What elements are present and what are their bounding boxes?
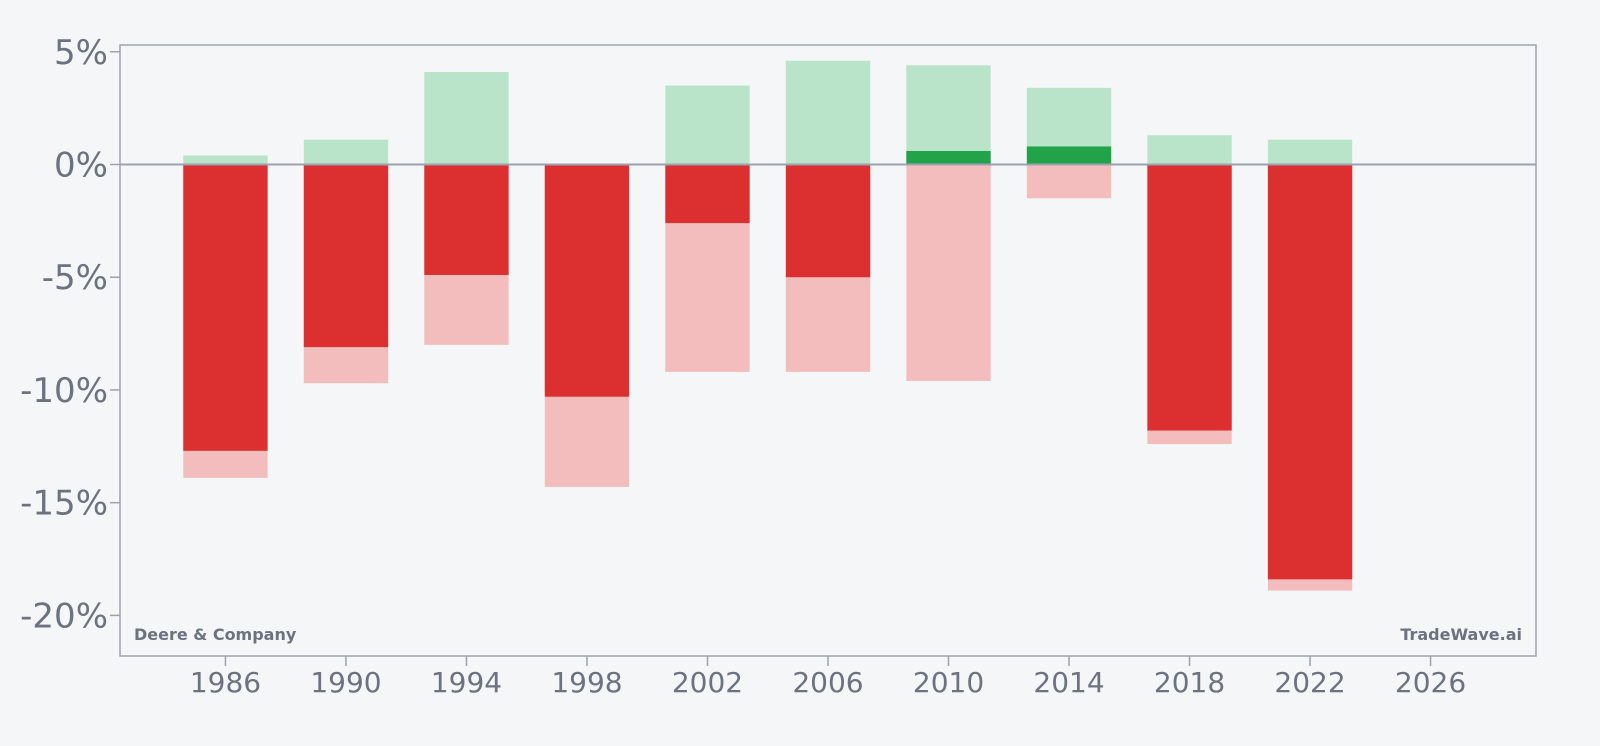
y-axis: 5% 0% -5% -10% -15% -20% [20,33,120,636]
y-tick-label: -20% [20,596,108,636]
bar-group-1998 [544,164,630,487]
bar-2018-upper-range [1147,135,1232,165]
bar-2010-upper-range [906,65,991,165]
bar-2002-upper-range [665,85,750,165]
bar-2018-value [1147,164,1232,431]
bar-group-2022 [1267,139,1353,591]
bar-1990-value [303,164,389,348]
bar-1994-value [424,164,509,275]
bar-2010-value [906,150,991,165]
bar-group-2018 [1147,135,1232,445]
bar-group-1990 [303,139,389,384]
x-tick-label: 1990 [310,666,381,699]
x-tick-label: 1998 [551,666,622,699]
y-tick-label: -5% [42,258,108,298]
x-tick-label: 2022 [1274,666,1345,699]
bar-2002-value [665,164,750,224]
x-tick-label: 2014 [1033,666,1104,699]
bar-group-2006 [785,60,871,372]
bar-2022-upper-range [1267,139,1353,165]
x-tick-label: 2026 [1395,666,1466,699]
bar-2014-value [1026,146,1112,165]
x-axis: 1986 1990 1994 1998 2002 2006 2010 2014 2018 2022… [190,656,1466,699]
y-tick-label: -10% [20,371,108,411]
bar-2010-lower-range [906,164,991,381]
x-tick-label: 2002 [672,666,743,699]
bar-group-2014 [1026,87,1112,199]
company-watermark: Deere & Company [134,625,297,644]
bar-1986-upper-range [183,155,268,165]
bar-group-2010 [906,65,991,381]
bar-group-1986 [183,155,268,478]
bar-2014-lower-range [1026,164,1112,199]
x-tick-label: 2018 [1154,666,1225,699]
y-tick-label: -15% [20,484,108,524]
bar-2022-value [1267,164,1353,580]
bar-1990-upper-range [303,139,389,165]
brand-watermark: TradeWave.ai [1400,625,1522,644]
x-tick-label: 2010 [913,666,984,699]
x-tick-label: 1986 [190,666,261,699]
y-tick-label: 5% [54,33,108,73]
y-tick-label: 0% [54,145,108,185]
bar-1998-value [544,164,630,397]
x-tick-label: 2006 [792,666,863,699]
bar-2006-value [785,164,871,278]
bar-1986-value [183,164,268,451]
x-tick-label: 1994 [431,666,502,699]
bar-group-1994 [424,72,509,345]
bar-group-2002 [665,85,750,372]
bar-1994-upper-range [424,72,509,165]
bars-layer [183,60,1353,591]
bar-2006-upper-range [785,60,871,165]
